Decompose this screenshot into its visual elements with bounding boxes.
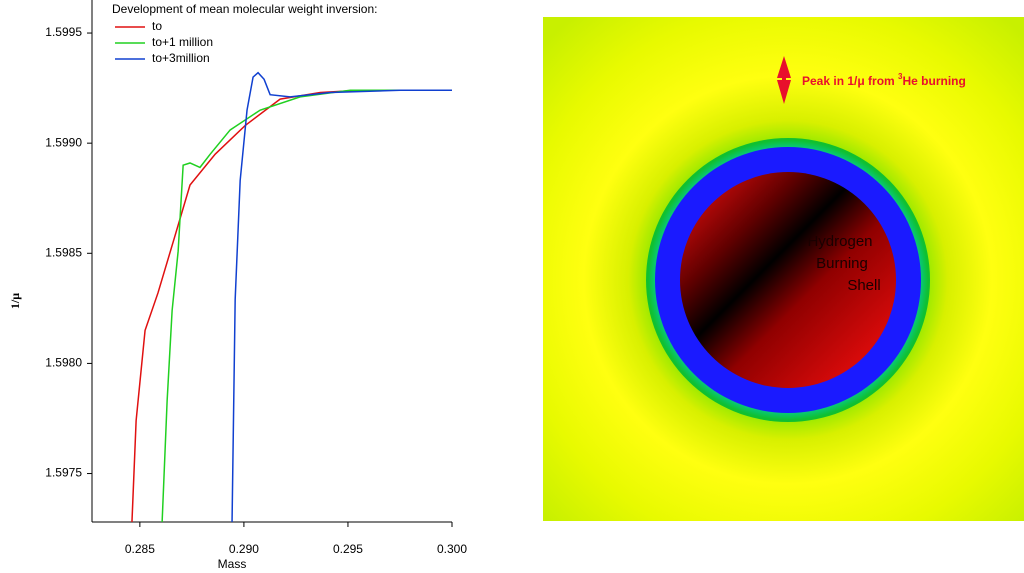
x-tick-label: 0.290 (229, 542, 259, 556)
x-axis-label: Mass (218, 557, 247, 571)
annotation-text: Peak in 1/μ from (802, 74, 898, 88)
y-tick-label: 1.5990 (45, 135, 82, 149)
line-chart: 1.5975 1.5980 1.5985 1.5990 1.5995 0.285 0.290… (8, 0, 467, 571)
y-tick-label: 1.5985 (45, 245, 82, 259)
series-line (161, 89, 421, 522)
shell-label: Shell (847, 277, 880, 294)
series-line (231, 71, 452, 522)
annotation-rest: He burning (903, 74, 966, 88)
arrow (777, 56, 791, 104)
x-tick-label: 0.295 (333, 542, 363, 556)
legend-label: to+3million (152, 51, 210, 65)
y-tick-label: 1.5995 (45, 25, 82, 39)
annotation: Peak in 1/μ from 3He burning (802, 72, 966, 88)
shell-diagram: Hydrogen Burning Shell Peak in 1/μ from … (543, 17, 1024, 521)
annotation-sup: 3 (898, 72, 903, 81)
shell-label: Burning (816, 255, 868, 272)
y-tick-label: 1.5980 (45, 356, 82, 370)
x-tick-label: 0.285 (125, 542, 155, 556)
series-line (131, 89, 452, 522)
y-tick-label: 1.5975 (45, 466, 82, 480)
legend-label: to (152, 19, 162, 33)
legend-label: to+1 million (152, 35, 213, 49)
y-axis-label: 1/μ (8, 293, 22, 309)
shell-label: Hydrogen (807, 233, 872, 250)
legend-title: Development of mean molecular weight inv… (112, 2, 377, 16)
red-core (680, 172, 896, 388)
x-tick-label: 0.300 (437, 542, 467, 556)
series-lines (131, 71, 452, 522)
